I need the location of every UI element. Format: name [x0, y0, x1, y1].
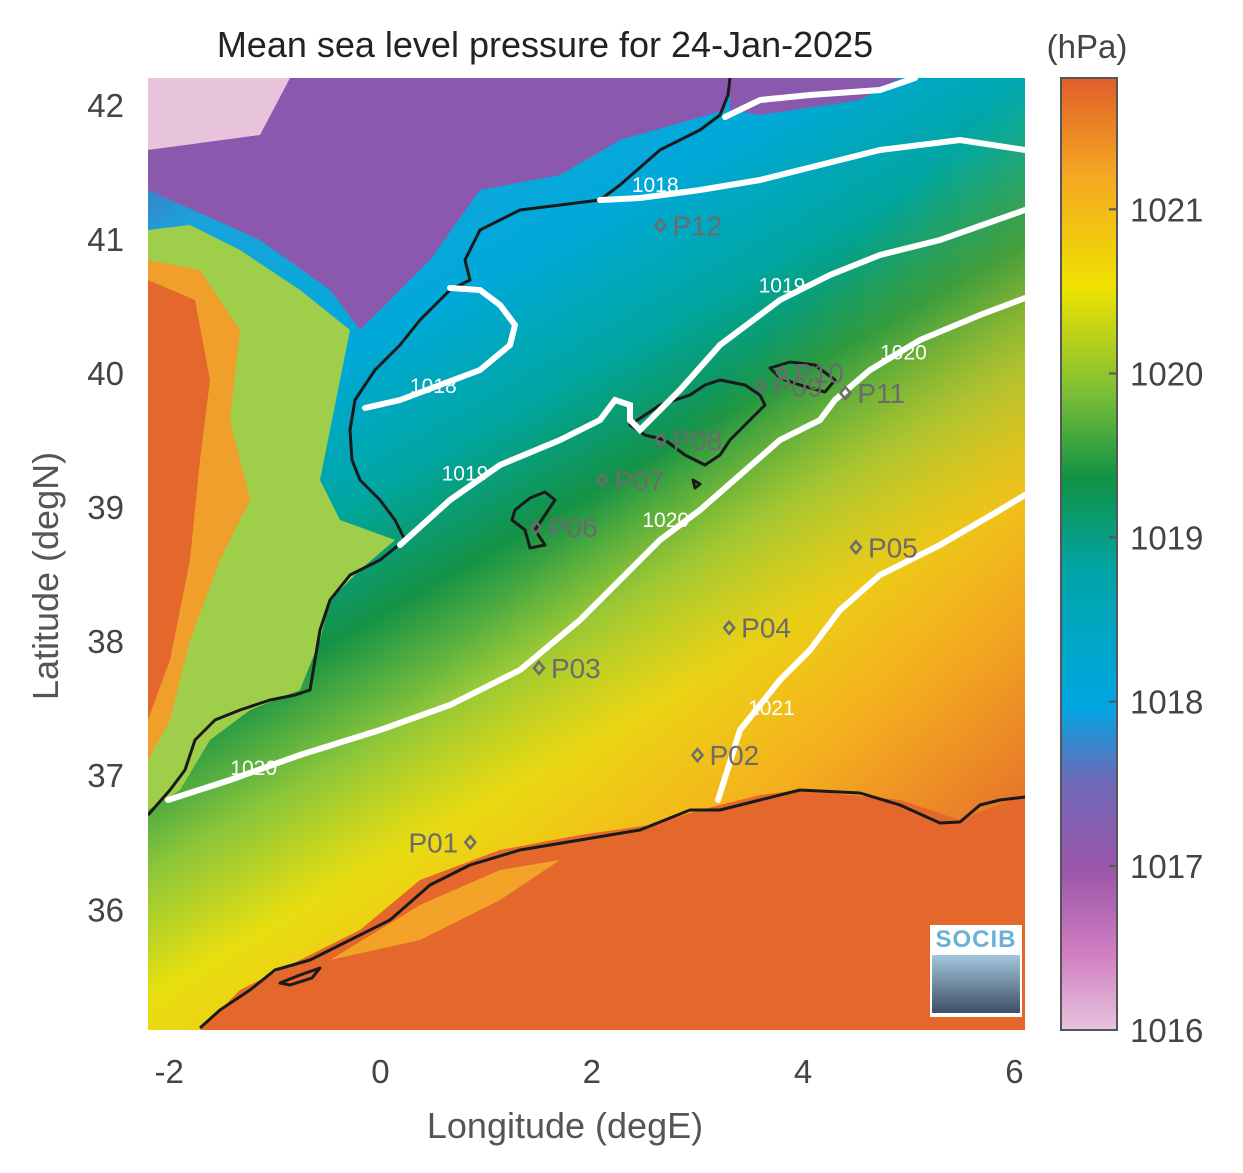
buoy-marker-icon	[595, 472, 609, 489]
buoy-point: P06	[529, 512, 598, 543]
colorbar-tick-label: 1017	[1130, 848, 1203, 885]
buoy-point: P05	[849, 532, 918, 563]
buoy-point: P12	[653, 210, 722, 241]
buoy-point: P03	[532, 653, 601, 684]
socib-logo: SOCIB	[930, 925, 1022, 1017]
buoy-point: P02	[690, 740, 759, 771]
buoy-point: P01	[408, 827, 477, 858]
x-axis-ticks: -2 0 2 4 6	[154, 1053, 1023, 1090]
buoy-point: P04	[722, 613, 791, 644]
buoy-point: P10	[775, 358, 844, 389]
buoy-label: P08	[672, 425, 722, 456]
y-axis-label: Latitude (degN)	[25, 452, 66, 700]
contour-label: 1019	[759, 275, 806, 298]
africa-land-field	[200, 790, 1025, 1030]
colorbar-tick-label: 1019	[1130, 520, 1203, 557]
buoy-marker-icon	[463, 834, 477, 851]
isobar-1021	[715, 492, 1025, 803]
buoy-marker-icon	[653, 432, 668, 448]
coastline-ibiza	[510, 490, 557, 550]
iberia-land-warmest	[148, 280, 210, 720]
lowest-pressure-zone	[148, 78, 290, 150]
buoy-label: P06	[548, 512, 598, 543]
colorbar-unit: (hPa)	[1047, 28, 1128, 65]
buoy-marker-icon	[849, 539, 863, 556]
buoy-label: P07	[614, 465, 664, 496]
x-tick-label: -2	[154, 1053, 183, 1090]
buoy-label: P11	[857, 378, 905, 409]
colorbar-tick-label: 1016	[1130, 1012, 1203, 1049]
colorbar-ticks: 1016 1017 1018 1019 1020 1021	[1109, 191, 1203, 1049]
buoy-marker-icon	[690, 747, 705, 764]
low-pressure-zone	[148, 78, 730, 330]
colorbar-scale	[1060, 77, 1118, 1031]
isobar-1017-5	[722, 78, 918, 120]
y-tick-label: 40	[87, 355, 124, 392]
isobar-1020	[165, 295, 1025, 803]
x-axis-label: Longitude (degE)	[427, 1105, 703, 1146]
buoy-label: P03	[551, 653, 601, 684]
buoy-marker-icon	[838, 385, 853, 402]
coastline-africa	[198, 788, 1025, 1030]
buoy-marker-icon	[532, 660, 546, 676]
x-tick-label: 4	[794, 1053, 812, 1090]
coastline-mallorca	[628, 378, 767, 467]
logo-image	[932, 955, 1020, 1013]
map-area: 1018 1018 1019 1019 1020 1020 1020 1021 P01 P02 P…	[148, 78, 1025, 1030]
x-tick-label: 0	[371, 1053, 389, 1090]
buoy-marker-icon	[754, 378, 768, 395]
contour-label: 1020	[230, 757, 277, 780]
buoy-marker-icon	[722, 619, 736, 636]
buoy-label: P10	[794, 358, 844, 389]
buoy-point: P11	[838, 378, 905, 409]
buoy-point: P07	[595, 465, 664, 496]
y-tick-label: 41	[87, 221, 124, 258]
colorbar-tick-label: 1020	[1130, 355, 1203, 392]
contour-label: 1018	[632, 174, 679, 197]
coastline-africa-lagoon	[278, 966, 322, 987]
africa-coast-warm	[330, 860, 560, 960]
buoy-label: P01	[408, 827, 458, 858]
isobar-1019	[397, 207, 1025, 548]
contour-label: 1021	[748, 697, 795, 720]
buoy-marker-icon	[775, 365, 789, 381]
buoy-label: P02	[709, 740, 759, 771]
buoy-label: P04	[741, 613, 791, 644]
contour-label: 1018	[410, 375, 457, 398]
contour-label: 1020	[642, 509, 689, 532]
buoy-label: P12	[672, 210, 722, 241]
logo-text: SOCIB	[935, 926, 1016, 953]
colorbar: (hPa) 1016 1017 1018 1019 1020 1021	[1047, 28, 1204, 1049]
x-tick-label: 6	[1005, 1053, 1023, 1090]
buoy-label: P05	[868, 532, 918, 563]
isobar-1018-north	[597, 136, 1025, 203]
y-tick-label: 37	[87, 757, 124, 794]
y-tick-label: 36	[87, 891, 124, 928]
isobars	[165, 78, 1025, 803]
y-tick-label: 42	[87, 87, 124, 124]
colorbar-tick-label: 1021	[1130, 191, 1203, 228]
buoy-marker-icon	[529, 519, 543, 536]
contour-labels: 1018 1018 1019 1019 1020 1020 1020 1021	[230, 174, 927, 780]
buoy-point: P08	[653, 425, 722, 456]
x-tick-label: 2	[583, 1053, 601, 1090]
y-axis-ticks: 36 37 38 39 40 41 42	[87, 87, 124, 929]
isobar-1018-west	[362, 285, 519, 411]
contour-label: 1020	[880, 342, 927, 365]
colorbar-tick-label: 1018	[1130, 684, 1203, 721]
buoy-marker-icon	[653, 217, 668, 234]
contour-label: 1019	[442, 462, 489, 485]
y-tick-label: 39	[87, 489, 124, 526]
y-tick-label: 38	[87, 623, 124, 660]
chart-title: Mean sea level pressure for 24-Jan-2025	[217, 24, 873, 65]
coastline-cabrera	[691, 478, 702, 490]
